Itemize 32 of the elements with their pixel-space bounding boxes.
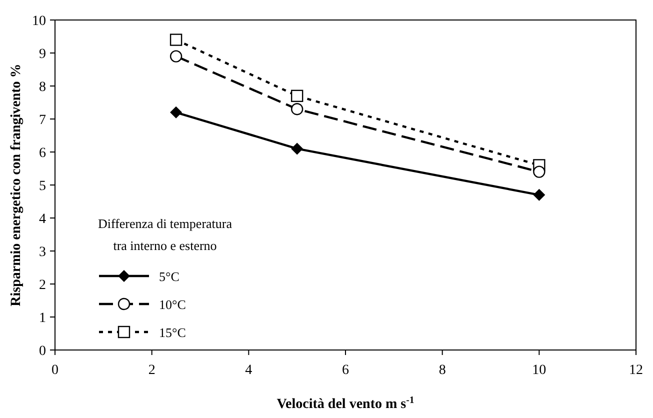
- y-tick-label: 10: [32, 14, 46, 29]
- y-tick-label: 9: [39, 47, 46, 62]
- legend-label: 15°C: [159, 325, 186, 340]
- x-tick-label: 8: [438, 363, 446, 378]
- y-tick-label: 3: [39, 245, 46, 260]
- point: [291, 142, 304, 155]
- point: [290, 90, 304, 102]
- y-tick-label: 2: [39, 278, 46, 293]
- x-tick-label: 4: [245, 363, 252, 378]
- y-tick-label: 4: [39, 212, 46, 227]
- legend-label: 5°C: [159, 269, 180, 284]
- y-tick-label: 5: [39, 179, 46, 194]
- x-tick-label: 10: [532, 363, 546, 378]
- x-axis-title: Velocità del vento m s$^{-1}$: [276, 394, 414, 412]
- y-tick-label: 7: [39, 113, 46, 128]
- y-tick-label: 1: [39, 311, 46, 326]
- legend-title: Differenza di temperatura tra interno e esterno: [98, 216, 232, 253]
- x-tick-label: 6: [342, 363, 349, 378]
- y-tick-label: 8: [39, 80, 46, 95]
- x-tick-label: 0: [52, 363, 58, 378]
- point: [533, 166, 546, 178]
- point: [170, 106, 182, 118]
- point: [170, 34, 182, 46]
- y-tick-label: 6: [39, 146, 46, 161]
- y-tick-label: 0: [39, 344, 46, 359]
- x-tick-label: 12: [629, 363, 643, 378]
- y-axis-title: Risparmio energetico con frangivento %: [9, 64, 24, 306]
- point: [290, 103, 304, 116]
- legend-label: 10°C: [159, 297, 186, 312]
- point: [533, 188, 546, 201]
- x-tick-label: 2: [148, 363, 156, 378]
- point: [170, 50, 182, 62]
